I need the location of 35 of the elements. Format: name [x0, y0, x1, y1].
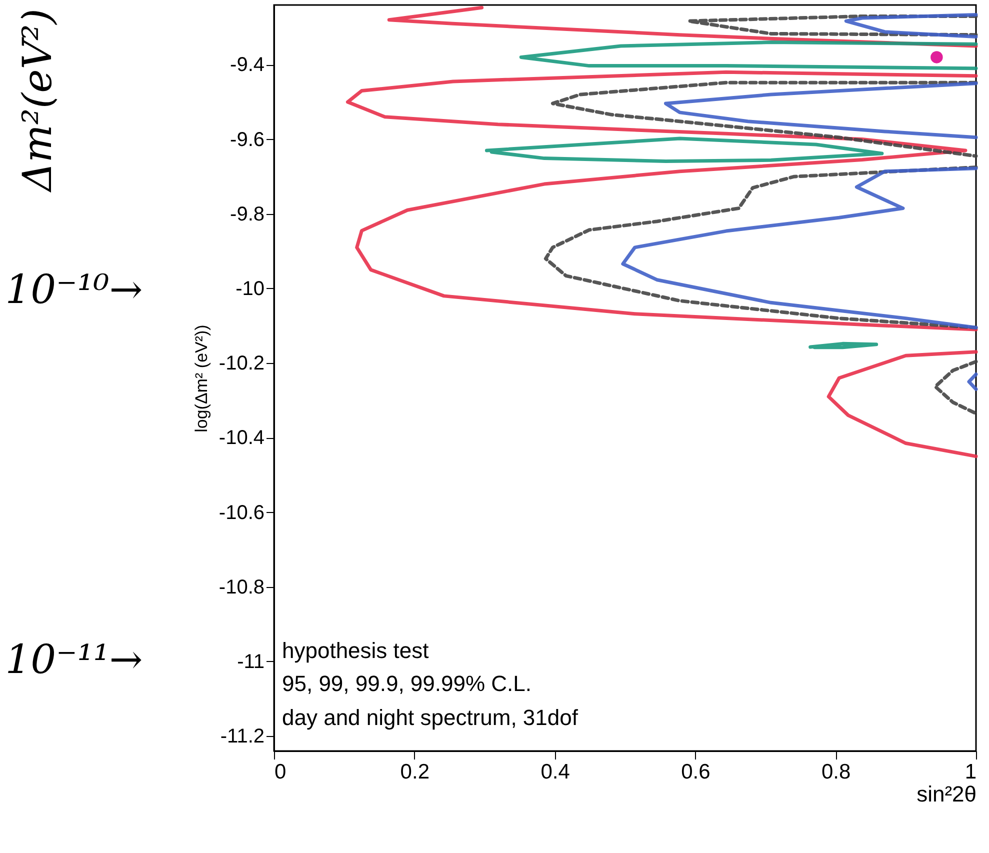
y-tick-label: -9.4	[230, 54, 264, 76]
y-tick-label: -9.6	[230, 128, 264, 151]
line-series	[544, 166, 978, 330]
y-tick-label: -10.8	[218, 576, 264, 598]
x-tick-label: 0.2	[400, 760, 430, 784]
y-tick-label: -10.4	[218, 427, 264, 450]
annotation: hypothesis test	[282, 638, 429, 663]
text: 10⁻¹⁰→	[5, 267, 143, 313]
line-series	[519, 40, 978, 70]
line-series	[826, 350, 978, 458]
line-series	[346, 70, 978, 332]
y-tick-label: -11	[237, 650, 264, 673]
line-series	[934, 360, 978, 416]
annotation: day and night spectrum, 31dof	[282, 705, 579, 730]
x-axis-title: sin²2θ	[916, 782, 976, 806]
line-series	[550, 80, 978, 158]
line-series	[621, 166, 978, 330]
x-tick-label: 0.8	[822, 760, 851, 784]
x-tick-label: 0.4	[540, 760, 570, 784]
y-tick-label: -10	[236, 278, 264, 300]
y-axis-title: log(Δm² (eV²))	[192, 324, 211, 432]
y-tick-label: -10.6	[218, 502, 264, 524]
line-series	[484, 136, 884, 164]
text: 10⁻¹¹→	[5, 637, 143, 683]
annotation: 95, 99, 99.9, 99.99% C.L.	[282, 671, 532, 696]
y-tick-label: -10.2	[218, 352, 264, 375]
y-tick-label: -9.8	[230, 203, 264, 226]
line-series	[687, 14, 978, 37]
x-tick-label: 0	[274, 760, 286, 784]
line-series	[844, 12, 978, 38]
text: Δm²(eV²)	[15, 8, 61, 194]
x-tick-label: 0.6	[681, 760, 710, 784]
y-tick-label: -11.2	[220, 726, 264, 748]
line-series	[664, 82, 978, 140]
x-tick-label: 1	[964, 760, 976, 784]
